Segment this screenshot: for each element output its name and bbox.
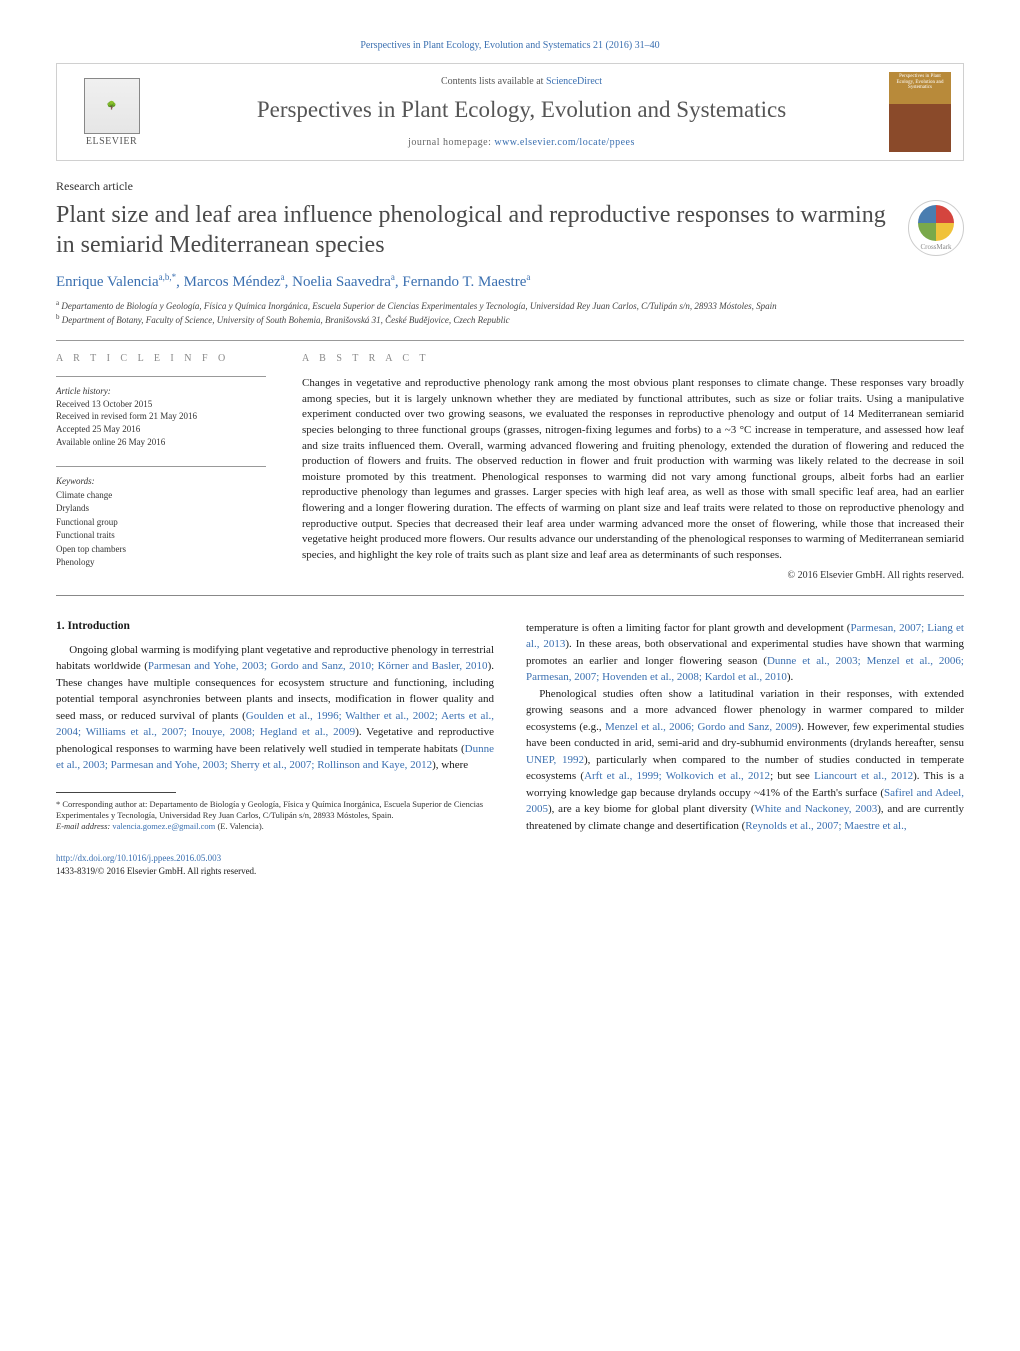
keyword: Functional group xyxy=(56,516,266,530)
abstract-text: Changes in vegetative and reproductive p… xyxy=(302,376,964,563)
homepage-prefix: journal homepage: xyxy=(408,137,494,148)
abstract-copyright: © 2016 Elsevier GmbH. All rights reserve… xyxy=(302,570,964,581)
keyword: Functional traits xyxy=(56,529,266,543)
journal-banner: 🌳 ELSEVIER Contents lists available at S… xyxy=(56,63,964,161)
citation-link[interactable]: Perspectives in Plant Ecology, Evolution… xyxy=(360,40,659,51)
contents-line: Contents lists available at ScienceDirec… xyxy=(154,76,889,87)
homepage-line: journal homepage: www.elsevier.com/locat… xyxy=(154,137,889,148)
journal-title: Perspectives in Plant Ecology, Evolution… xyxy=(154,97,889,123)
affiliation: b Department of Botany, Faculty of Scien… xyxy=(56,313,964,327)
keyword: Open top chambers xyxy=(56,543,266,557)
email-label: E-mail address: xyxy=(56,821,112,831)
author-list: Enrique Valenciaa,b,*, Marcos Méndeza, N… xyxy=(56,272,964,291)
doi-link[interactable]: http://dx.doi.org/10.1016/j.ppees.2016.0… xyxy=(56,853,221,863)
homepage-link[interactable]: www.elsevier.com/locate/ppees xyxy=(494,137,634,148)
history-header: Article history: xyxy=(56,385,266,398)
journal-cover-thumb: Perspectives in Plant Ecology, Evolution… xyxy=(889,72,951,152)
crossmark-label: CrossMark xyxy=(920,243,951,251)
corresponding-author-footnote: * Corresponding author at: Departamento … xyxy=(56,799,494,833)
footnote-rule xyxy=(56,792,176,793)
crossmark-badge[interactable]: CrossMark xyxy=(908,200,964,256)
body-columns: 1. Introduction Ongoing global warming i… xyxy=(56,620,964,835)
email-tail: (E. Valencia). xyxy=(215,821,263,831)
citation-header: Perspectives in Plant Ecology, Evolution… xyxy=(56,40,964,51)
doi-block: http://dx.doi.org/10.1016/j.ppees.2016.0… xyxy=(56,852,964,877)
history-line: Received in revised form 21 May 2016 xyxy=(56,410,266,423)
divider xyxy=(56,376,266,377)
history-line: Available online 26 May 2016 xyxy=(56,436,266,449)
body-paragraph: Phenological studies often show a latitu… xyxy=(526,686,964,835)
divider xyxy=(56,340,964,341)
keywords-header: Keywords: xyxy=(56,475,266,489)
publisher-logo: 🌳 ELSEVIER xyxy=(69,78,154,147)
article-history: Article history: Received 13 October 201… xyxy=(56,385,266,448)
affiliation: a Departamento de Biología y Geología, F… xyxy=(56,299,964,313)
article-info-label: A R T I C L E I N F O xyxy=(56,353,266,364)
divider xyxy=(56,466,266,467)
section-heading: 1. Introduction xyxy=(56,620,494,632)
column-left: 1. Introduction Ongoing global warming i… xyxy=(56,620,494,835)
divider xyxy=(56,595,964,596)
crossmark-icon xyxy=(918,205,954,241)
keyword: Climate change xyxy=(56,489,266,503)
publisher-name: ELSEVIER xyxy=(86,136,137,147)
history-line: Received 13 October 2015 xyxy=(56,398,266,411)
article-title: Plant size and leaf area influence pheno… xyxy=(56,200,888,260)
abstract-label: A B S T R A C T xyxy=(302,353,964,364)
keywords-block: Keywords: Climate changeDrylandsFunction… xyxy=(56,475,266,570)
author-email-link[interactable]: valencia.gomez.e@gmail.com xyxy=(112,821,215,831)
keyword: Phenology xyxy=(56,556,266,570)
affiliations: a Departamento de Biología y Geología, F… xyxy=(56,299,964,326)
sciencedirect-link[interactable]: ScienceDirect xyxy=(546,76,602,87)
elsevier-tree-icon: 🌳 xyxy=(84,78,140,134)
history-line: Accepted 25 May 2016 xyxy=(56,423,266,436)
issn-copyright: 1433-8319/© 2016 Elsevier GmbH. All righ… xyxy=(56,866,256,876)
body-paragraph: Ongoing global warming is modifying plan… xyxy=(56,642,494,774)
keyword: Drylands xyxy=(56,502,266,516)
footnote-corr: * Corresponding author at: Departamento … xyxy=(56,799,494,822)
contents-prefix: Contents lists available at xyxy=(441,76,546,87)
body-paragraph: temperature is often a limiting factor f… xyxy=(526,620,964,686)
cover-text: Perspectives in Plant Ecology, Evolution… xyxy=(891,74,949,91)
article-type: Research article xyxy=(56,179,964,194)
column-right: temperature is often a limiting factor f… xyxy=(526,620,964,835)
